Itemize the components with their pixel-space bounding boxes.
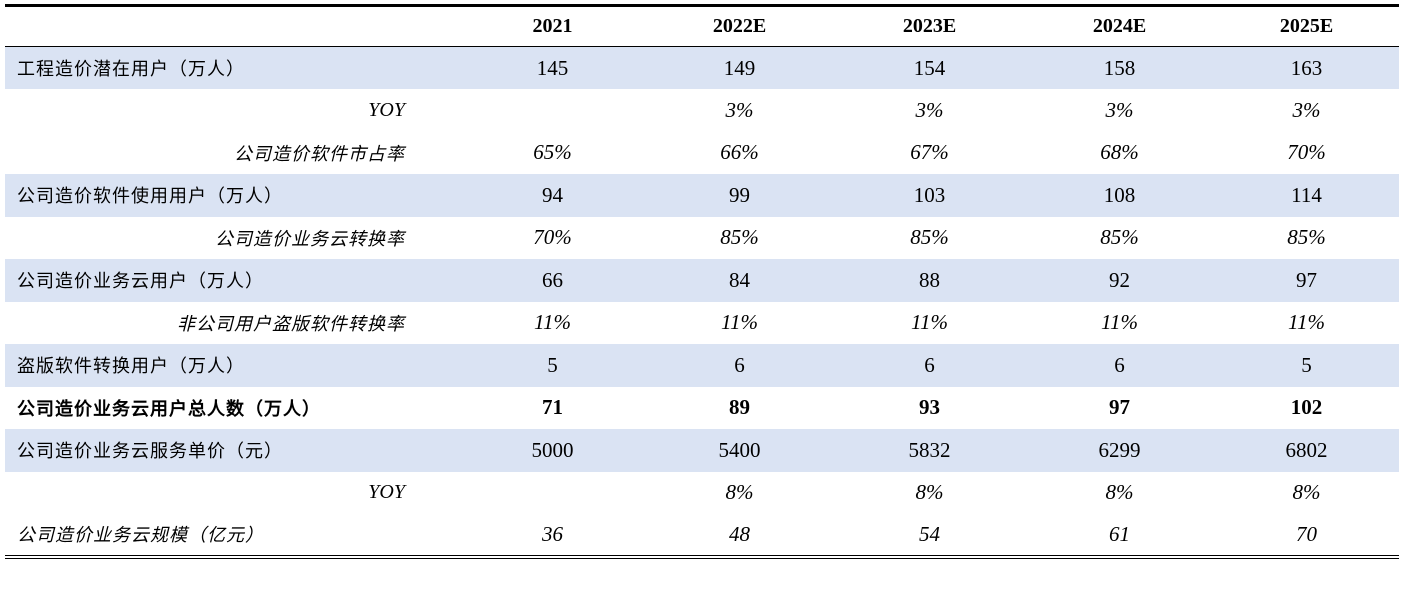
row-label: 公司造价业务云用户总人数（万人）	[17, 398, 321, 420]
header-year: 2021	[460, 5, 645, 47]
row-value: 145	[460, 46, 645, 89]
row-value: 5400	[645, 429, 834, 472]
row-value: 97	[1109, 395, 1130, 420]
row-value: 5832	[834, 429, 1025, 472]
table-row: 公司造价软件使用用户（万人） 94 99 103 108 114	[5, 174, 1399, 217]
forecast-table: 2021 2022E 2023E 2024E 2025E 工程造价潜在用户（万人…	[5, 4, 1399, 559]
row-value: 71	[542, 395, 563, 420]
row-value: 94	[460, 174, 645, 217]
row-value: 36	[542, 521, 563, 546]
row-value: 70	[1296, 521, 1317, 546]
row-value: 103	[834, 174, 1025, 217]
row-value: 3%	[915, 97, 944, 122]
row-value: 66%	[720, 140, 759, 165]
table-row: 工程造价潜在用户（万人） 145 149 154 158 163	[5, 46, 1399, 89]
header-label-cell	[5, 5, 460, 47]
row-value: 8%	[725, 480, 754, 505]
row-value: 158	[1025, 46, 1214, 89]
row-value: 66	[460, 259, 645, 302]
row-value: 48	[729, 521, 750, 546]
row-value: 5000	[460, 429, 645, 472]
row-label: 公司造价业务云服务单价（元）	[5, 429, 460, 472]
table-row: 公司造价软件市占率 65% 66% 67% 68% 70%	[5, 132, 1399, 175]
row-value: 149	[645, 46, 834, 89]
row-value: 70%	[1287, 140, 1326, 165]
header-year: 2022E	[645, 5, 834, 47]
table-row: 非公司用户盗版软件转换率 11% 11% 11% 11% 11%	[5, 302, 1399, 345]
row-value: 11%	[911, 310, 948, 335]
row-value: 6	[645, 344, 834, 387]
row-value: 5	[1214, 344, 1399, 387]
row-label: 公司造价业务云用户（万人）	[5, 259, 460, 302]
row-value: 108	[1025, 174, 1214, 217]
row-value: 11%	[1101, 310, 1138, 335]
row-label: 公司造价软件市占率	[234, 143, 405, 165]
row-value: 6	[1025, 344, 1214, 387]
row-value: 65%	[533, 140, 572, 165]
row-value: 8%	[915, 480, 944, 505]
row-value: 11%	[534, 310, 571, 335]
row-value: 5	[460, 344, 645, 387]
row-label: 公司造价业务云规模（亿元）	[17, 525, 264, 547]
row-value: 68%	[1100, 140, 1139, 165]
row-value: 6	[834, 344, 1025, 387]
row-value: 61	[1109, 521, 1130, 546]
row-label: 盗版软件转换用户（万人）	[5, 344, 460, 387]
row-value: 70%	[533, 225, 572, 250]
table-row: YOY 3% 3% 3% 3%	[5, 89, 1399, 132]
row-value: 6299	[1025, 429, 1214, 472]
header-year: 2025E	[1214, 5, 1399, 47]
row-value: 85%	[1287, 225, 1326, 250]
row-value: 114	[1214, 174, 1399, 217]
row-value: 163	[1214, 46, 1399, 89]
header-year: 2023E	[834, 5, 1025, 47]
row-value: 92	[1025, 259, 1214, 302]
row-value: 3%	[725, 97, 754, 122]
row-value: 89	[729, 395, 750, 420]
row-value: 3%	[1292, 97, 1321, 122]
row-value: 154	[834, 46, 1025, 89]
row-value: 8%	[1292, 480, 1321, 505]
table-row: 公司造价业务云用户（万人） 66 84 88 92 97	[5, 259, 1399, 302]
table-row: 公司造价业务云用户总人数（万人） 71 89 93 97 102	[5, 387, 1399, 430]
row-label: YOY	[368, 98, 405, 121]
row-value: 102	[1290, 395, 1323, 420]
row-value: 11%	[721, 310, 758, 335]
row-label: 工程造价潜在用户（万人）	[5, 46, 460, 89]
row-value: 3%	[1105, 97, 1134, 122]
row-value: 8%	[1105, 480, 1134, 505]
row-value	[460, 89, 645, 132]
row-value: 11%	[1288, 310, 1325, 335]
row-value	[460, 472, 645, 515]
row-value: 93	[919, 395, 940, 420]
row-value: 6802	[1214, 429, 1399, 472]
row-value: 88	[834, 259, 1025, 302]
row-label: 公司造价业务云转换率	[215, 228, 405, 250]
row-label: YOY	[368, 481, 405, 504]
row-value: 85%	[1100, 225, 1139, 250]
table-row: 公司造价业务云规模（亿元） 36 48 54 61 70	[5, 514, 1399, 557]
row-value: 84	[645, 259, 834, 302]
header-row: 2021 2022E 2023E 2024E 2025E	[5, 5, 1399, 47]
row-label: 非公司用户盗版软件转换率	[177, 313, 405, 335]
row-label: 公司造价软件使用用户（万人）	[5, 174, 460, 217]
table-row: YOY 8% 8% 8% 8%	[5, 472, 1399, 515]
row-value: 97	[1214, 259, 1399, 302]
row-value: 85%	[720, 225, 759, 250]
table-row: 公司造价业务云转换率 70% 85% 85% 85% 85%	[5, 217, 1399, 260]
table-row: 盗版软件转换用户（万人） 5 6 6 6 5	[5, 344, 1399, 387]
row-value: 54	[919, 521, 940, 546]
table-row: 公司造价业务云服务单价（元） 5000 5400 5832 6299 6802	[5, 429, 1399, 472]
row-value: 85%	[910, 225, 949, 250]
row-value: 99	[645, 174, 834, 217]
header-year: 2024E	[1025, 5, 1214, 47]
row-value: 67%	[910, 140, 949, 165]
